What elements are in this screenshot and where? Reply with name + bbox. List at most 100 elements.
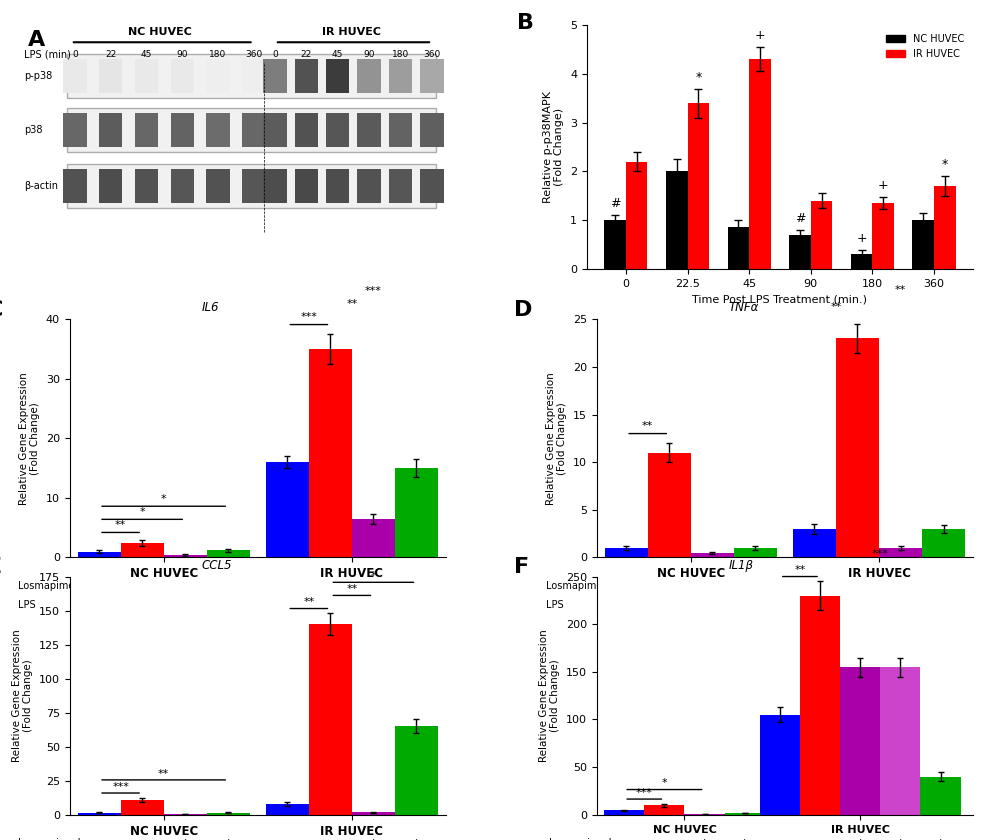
Text: +: +	[368, 838, 378, 840]
Bar	[389, 169, 412, 203]
Bar	[810, 201, 832, 269]
Text: +: +	[181, 838, 190, 840]
Bar	[749, 60, 771, 269]
Text: −: −	[94, 838, 104, 840]
Bar	[725, 813, 765, 815]
Bar	[873, 203, 894, 269]
Bar	[135, 113, 158, 147]
Text: LPS: LPS	[545, 600, 563, 610]
Bar	[734, 548, 777, 558]
Bar	[605, 548, 647, 558]
Text: p-p38: p-p38	[24, 71, 53, 81]
Text: Losmapimod: Losmapimod	[545, 581, 608, 591]
Text: Losmapimod: Losmapimod	[549, 838, 612, 840]
Text: B: B	[517, 13, 534, 33]
Bar	[326, 113, 350, 147]
Text: +: +	[223, 600, 233, 610]
Text: *: *	[661, 779, 667, 789]
Bar	[67, 164, 436, 207]
Text: **: **	[347, 299, 357, 309]
Text: +: +	[856, 838, 865, 840]
Bar	[207, 813, 249, 815]
Bar	[793, 529, 836, 558]
Text: −: −	[137, 581, 147, 591]
Text: +: +	[664, 600, 674, 610]
Bar	[171, 113, 194, 147]
Text: −: −	[896, 600, 906, 610]
Text: 45: 45	[332, 50, 344, 59]
Text: NC HUVEC: NC HUVEC	[128, 28, 192, 38]
Bar	[207, 113, 229, 147]
Text: +: +	[368, 581, 378, 591]
Bar	[171, 60, 194, 93]
Bar	[64, 113, 86, 147]
Bar	[352, 812, 395, 815]
Text: *: *	[139, 507, 145, 517]
Bar	[913, 220, 934, 269]
Bar	[357, 113, 381, 147]
Bar	[851, 255, 873, 269]
Text: +: +	[853, 600, 862, 610]
Bar	[207, 550, 249, 558]
Bar	[263, 60, 287, 93]
Text: −: −	[622, 581, 631, 591]
Bar	[684, 814, 725, 815]
Y-axis label: Relative Gene Expression
(Fold Change): Relative Gene Expression (Fold Change)	[19, 372, 40, 505]
Text: 0: 0	[72, 50, 78, 59]
Text: −: −	[815, 838, 825, 840]
Text: −: −	[809, 600, 819, 610]
Text: +: +	[896, 581, 906, 591]
Text: +: +	[223, 581, 233, 591]
Bar	[242, 113, 265, 147]
Bar	[800, 596, 840, 815]
Bar	[266, 804, 309, 815]
Text: +: +	[137, 600, 147, 610]
Bar	[420, 169, 444, 203]
Bar	[389, 60, 412, 93]
Bar	[207, 60, 229, 93]
Bar	[921, 777, 960, 815]
Bar	[326, 169, 350, 203]
Text: *: *	[161, 494, 167, 504]
Text: A: A	[29, 30, 46, 50]
Text: #: #	[610, 197, 621, 210]
Text: Losmapimod: Losmapimod	[19, 838, 80, 840]
Text: Losmapimod: Losmapimod	[19, 581, 80, 591]
Bar	[99, 60, 122, 93]
Bar	[164, 555, 207, 558]
Bar	[263, 169, 287, 203]
Text: IR HUVEC: IR HUVEC	[322, 28, 381, 38]
Bar	[666, 171, 687, 269]
Bar	[879, 548, 922, 558]
Text: −: −	[326, 581, 335, 591]
Bar	[295, 113, 318, 147]
Text: *: *	[695, 71, 701, 84]
Bar	[357, 169, 381, 203]
Text: +: +	[412, 838, 421, 840]
Text: E: E	[0, 558, 2, 577]
Text: **: **	[794, 565, 805, 575]
Y-axis label: Relative p-p38MAPK
(Fold Change): Relative p-p38MAPK (Fold Change)	[543, 91, 564, 203]
Text: −: −	[708, 600, 717, 610]
Text: −: −	[368, 600, 378, 610]
Text: ***: ***	[636, 788, 652, 798]
Bar	[880, 667, 921, 815]
Bar	[789, 234, 810, 269]
Text: F: F	[513, 558, 529, 577]
Text: *: *	[941, 159, 948, 171]
Bar	[64, 60, 86, 93]
Point	[258, 227, 270, 237]
Bar	[644, 806, 684, 815]
Text: LPS (min): LPS (min)	[24, 50, 71, 60]
Bar	[326, 60, 350, 93]
Bar	[760, 715, 800, 815]
Text: −: −	[94, 581, 104, 591]
Bar	[242, 60, 265, 93]
Text: p38: p38	[24, 125, 43, 135]
Text: **: **	[830, 302, 842, 312]
Text: 90: 90	[177, 50, 188, 59]
Text: +: +	[412, 600, 421, 610]
Text: 360: 360	[245, 50, 262, 59]
Text: C: C	[0, 300, 3, 320]
Text: +: +	[938, 581, 948, 591]
